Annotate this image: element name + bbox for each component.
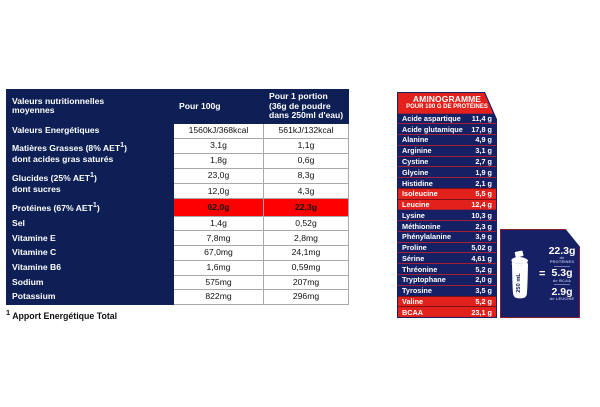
svg-text:250 mL: 250 mL — [516, 272, 522, 292]
